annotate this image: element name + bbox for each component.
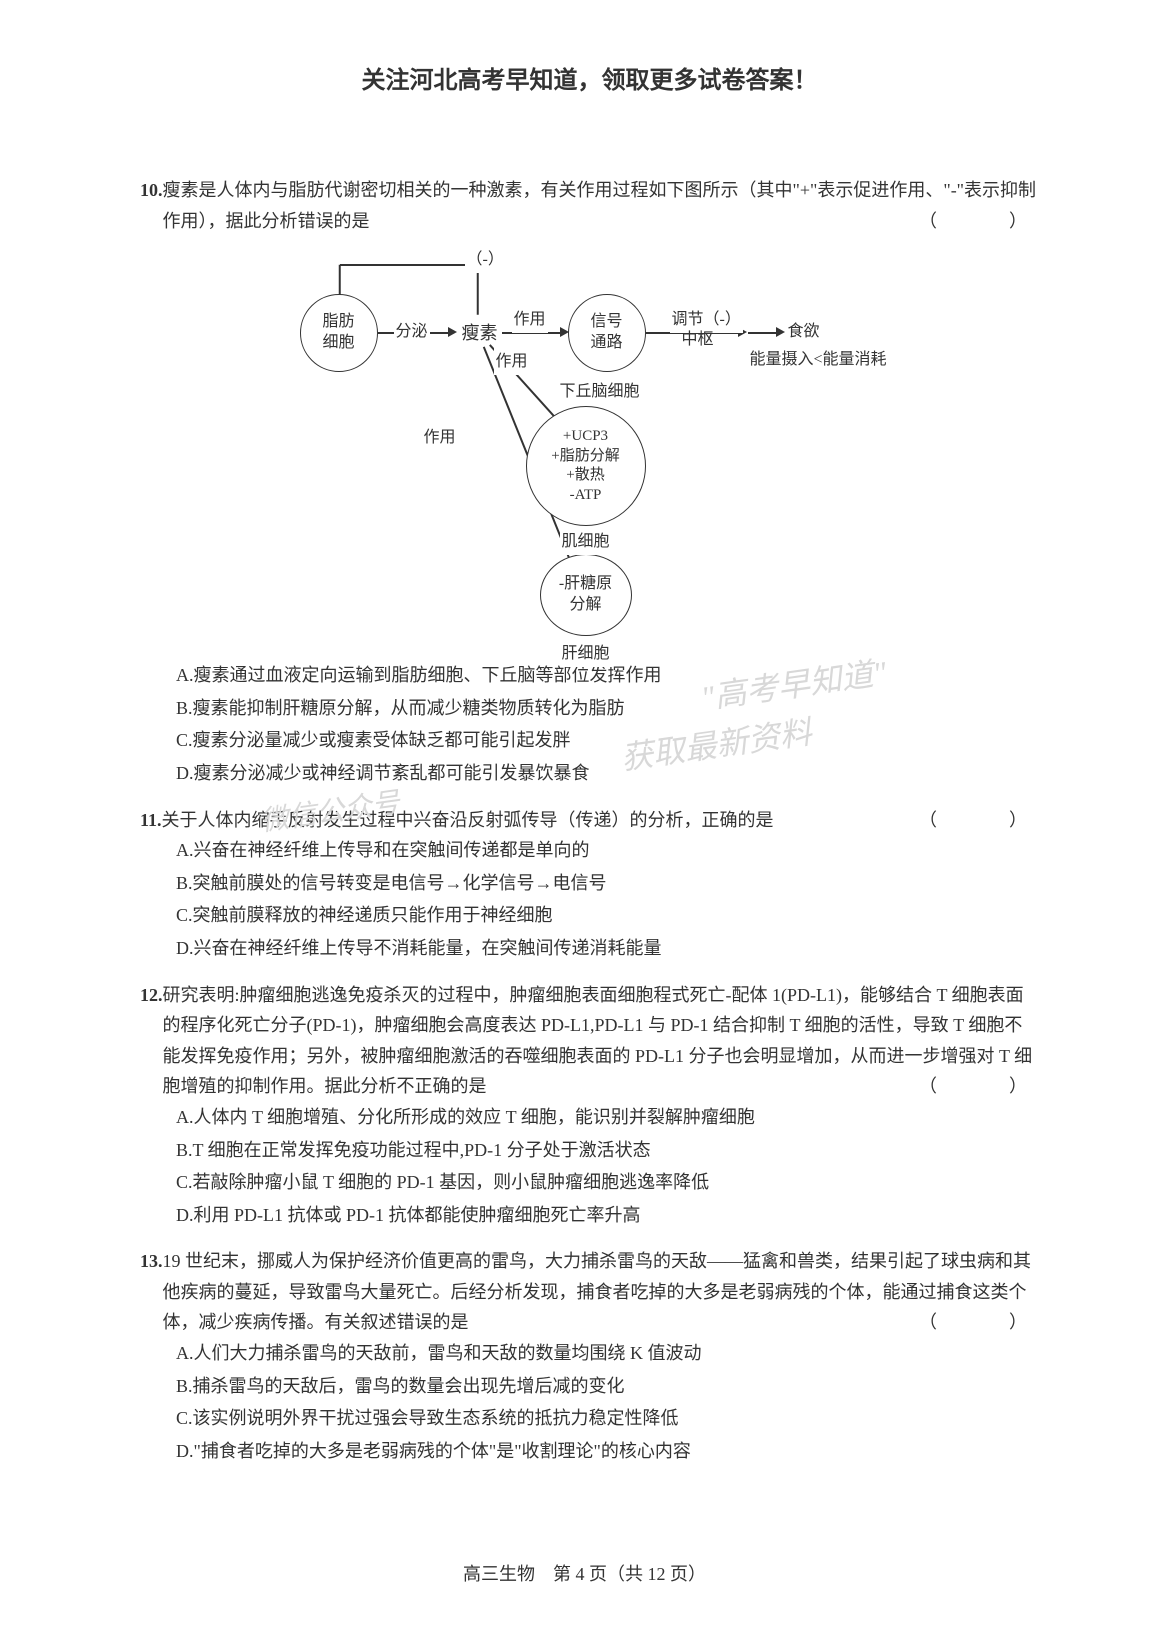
lbl-act1: 作用: [512, 306, 548, 333]
question-13: 13. 19 世纪末，挪威人为保护经济价值更高的雷鸟，大力捕杀雷鸟的天敌——猛禽…: [140, 1246, 1039, 1466]
q11-opt-d: D.兴奋在神经纤维上传导不消耗能量，在突触间传递消耗能量: [176, 933, 1039, 964]
q11-num: 11.: [140, 805, 162, 836]
q10-opt-b: B.瘦素能抑制肝糖原分解，从而减少糖类物质转化为脂肪: [176, 693, 1039, 724]
q10-paren: （ ）: [919, 206, 1039, 237]
q11-stem: 关于人体内缩手反射发生过程中兴奋沿反射弧传导（传递）的分析，正确的是 （ ）: [162, 805, 1039, 836]
q11-options: A.兴奋在神经纤维上传导和在突触间传递都是单向的 B.突触前膜处的信号转变是电信…: [140, 835, 1039, 963]
q10-num: 10.: [140, 175, 163, 236]
node-leptin: 瘦素: [460, 318, 500, 349]
question-10: 10. 瘦素是人体内与脂肪代谢密切相关的一种激素，有关作用过程如下图所示（其中"…: [140, 175, 1039, 789]
q11-opt-c: C.突触前膜释放的神经递质只能作用于神经细胞: [176, 900, 1039, 931]
q12-opt-a: A.人体内 T 细胞增殖、分化所形成的效应 T 细胞，能识别并裂解肿瘤细胞: [176, 1102, 1039, 1133]
footer-subject: 高三生物: [463, 1564, 535, 1584]
node-liver: -肝糖原 分解: [540, 554, 632, 636]
node-fat-cell: 脂肪 细胞: [300, 294, 378, 372]
lbl-muscle: 肌细胞: [560, 528, 612, 555]
q12-opt-c: C.若敲除肿瘤小鼠 T 细胞的 PD-1 基因，则小鼠肿瘤细胞逃逸率降低: [176, 1167, 1039, 1198]
q13-opt-a: A.人们大力捕杀雷鸟的天敌前，雷鸟和天敌的数量均围绕 K 值波动: [176, 1338, 1039, 1369]
question-12: 12. 研究表明:肿瘤细胞逃逸免疫杀灭的过程中，肿瘤细胞表面细胞程式死亡-配体 …: [140, 980, 1039, 1231]
page-footer: 高三生物 第 4 页（共 12 页）: [0, 1560, 1169, 1586]
lbl-zhongshu: 中枢: [680, 326, 716, 353]
q13-opt-b: B.捕杀雷鸟的天敌后，雷鸟的数量会出现先增后减的变化: [176, 1371, 1039, 1402]
footer-pageinfo: 第 4 页（共 12 页）: [553, 1564, 706, 1584]
page-header: 关注河北高考早知道，领取更多试卷答案！: [140, 60, 1039, 95]
node-muscle: +UCP3 +脂肪分解 +散热 -ATP: [526, 406, 646, 526]
lbl-act2: 作用: [494, 348, 530, 375]
lbl-hypoth: 下丘脑细胞: [558, 378, 642, 405]
q13-paren: （ ）: [919, 1307, 1039, 1338]
q12-opt-d: D.利用 PD-L1 抗体或 PD-1 抗体都能使肿瘤细胞死亡率升高: [176, 1200, 1039, 1231]
lbl-shiyu: 食欲: [786, 318, 822, 345]
q10-diagram: 脂肪 细胞 瘦素 信号 通路 +UCP3 +脂肪分解: [270, 246, 910, 646]
q10-opt-c: C.瘦素分泌量减少或瘦素受体缺乏都可能引起发胖: [176, 725, 1039, 756]
q13-opt-c: C.该实例说明外界干扰过强会导致生态系统的抵抗力稳定性降低: [176, 1403, 1039, 1434]
q13-opt-d: D."捕食者吃掉的大多是老弱病残的个体"是"收割理论"的核心内容: [176, 1436, 1039, 1467]
q10-opt-d: D.瘦素分泌减少或神经调节紊乱都可能引发暴饮暴食: [176, 758, 1039, 789]
q11-paren: （ ）: [919, 805, 1039, 836]
lbl-energy: 能量摄入<能量消耗: [748, 346, 889, 373]
q11-opt-a: A.兴奋在神经纤维上传导和在突触间传递都是单向的: [176, 835, 1039, 866]
lbl-act3: 作用: [422, 424, 458, 451]
lbl-secrete: 分泌: [394, 318, 430, 345]
question-11: 11. 关于人体内缩手反射发生过程中兴奋沿反射弧传导（传递）的分析，正确的是 （…: [140, 805, 1039, 964]
q13-stem: 19 世纪末，挪威人为保护经济价值更高的雷鸟，大力捕杀雷鸟的天敌——猛禽和兽类，…: [163, 1246, 1040, 1338]
node-signal: 信号 通路: [568, 294, 646, 372]
q13-options: A.人们大力捕杀雷鸟的天敌前，雷鸟和天敌的数量均围绕 K 值波动 B.捕杀雷鸟的…: [140, 1338, 1039, 1466]
q12-stem: 研究表明:肿瘤细胞逃逸免疫杀灭的过程中，肿瘤细胞表面细胞程式死亡-配体 1(PD…: [163, 980, 1040, 1102]
q12-paren: （ ）: [919, 1071, 1039, 1102]
q10-stem: 瘦素是人体内与脂肪代谢密切相关的一种激素，有关作用过程如下图所示（其中"+"表示…: [163, 175, 1040, 236]
lbl-liver: 肝细胞: [560, 640, 612, 667]
q11-opt-b: B.突触前膜处的信号转变是电信号→化学信号→电信号: [176, 868, 1039, 899]
q12-num: 12.: [140, 980, 163, 1102]
q12-opt-b: B.T 细胞在正常发挥免疫功能过程中,PD-1 分子处于激活状态: [176, 1135, 1039, 1166]
q10-options: A.瘦素通过血液定向运输到脂肪细胞、下丘脑等部位发挥作用 B.瘦素能抑制肝糖原分…: [140, 660, 1039, 788]
lbl-minus-top: （-）: [465, 246, 506, 273]
q13-num: 13.: [140, 1246, 163, 1338]
q12-options: A.人体内 T 细胞增殖、分化所形成的效应 T 细胞，能识别并裂解肿瘤细胞 B.…: [140, 1102, 1039, 1230]
